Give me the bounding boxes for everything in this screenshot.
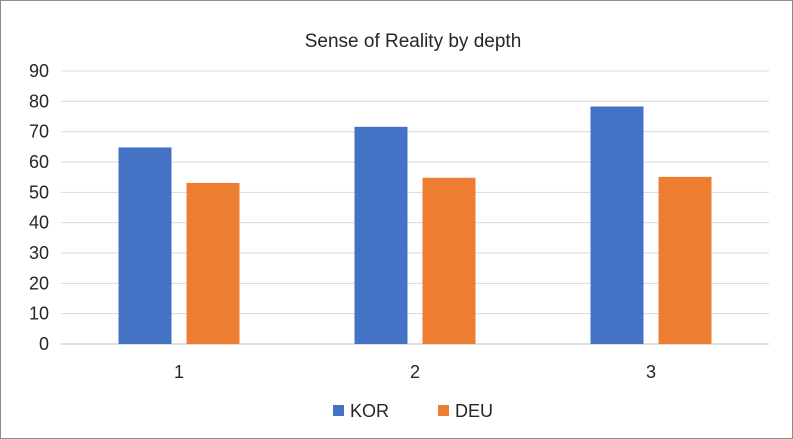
y-tick-label: 90 — [29, 61, 49, 81]
gridlines — [61, 70, 769, 345]
chart-title: Sense of Reality by depth — [305, 31, 522, 52]
bar-kor-3 — [590, 106, 644, 345]
bars — [118, 106, 712, 345]
x-tick-label: 3 — [646, 362, 656, 382]
bar-deu-2 — [422, 177, 476, 344]
y-tick-label: 0 — [39, 334, 49, 354]
y-tick-label: 20 — [29, 273, 49, 293]
y-tick-label: 40 — [29, 213, 49, 233]
bar-deu-3 — [658, 176, 712, 344]
bar-deu-1 — [186, 182, 240, 344]
y-tick-label: 70 — [29, 122, 49, 142]
x-axis-ticks: 1 2 3 — [174, 362, 656, 382]
legend-label-kor: KOR — [350, 401, 389, 421]
legend-swatch-deu — [438, 405, 449, 416]
legend-label-deu: DEU — [455, 401, 493, 421]
x-tick-label: 1 — [174, 362, 184, 382]
y-tick-label: 10 — [29, 304, 49, 324]
y-tick-label: 80 — [29, 91, 49, 111]
legend: KOR DEU — [333, 401, 493, 421]
y-tick-label: 50 — [29, 182, 49, 202]
x-tick-label: 2 — [410, 362, 420, 382]
bar-kor-1 — [118, 147, 172, 344]
legend-swatch-kor — [333, 405, 344, 416]
y-tick-label: 60 — [29, 152, 49, 172]
y-tick-label: 30 — [29, 243, 49, 263]
y-axis-ticks: 0 10 20 30 40 50 60 70 80 90 — [29, 61, 49, 354]
bar-kor-2 — [354, 126, 408, 345]
